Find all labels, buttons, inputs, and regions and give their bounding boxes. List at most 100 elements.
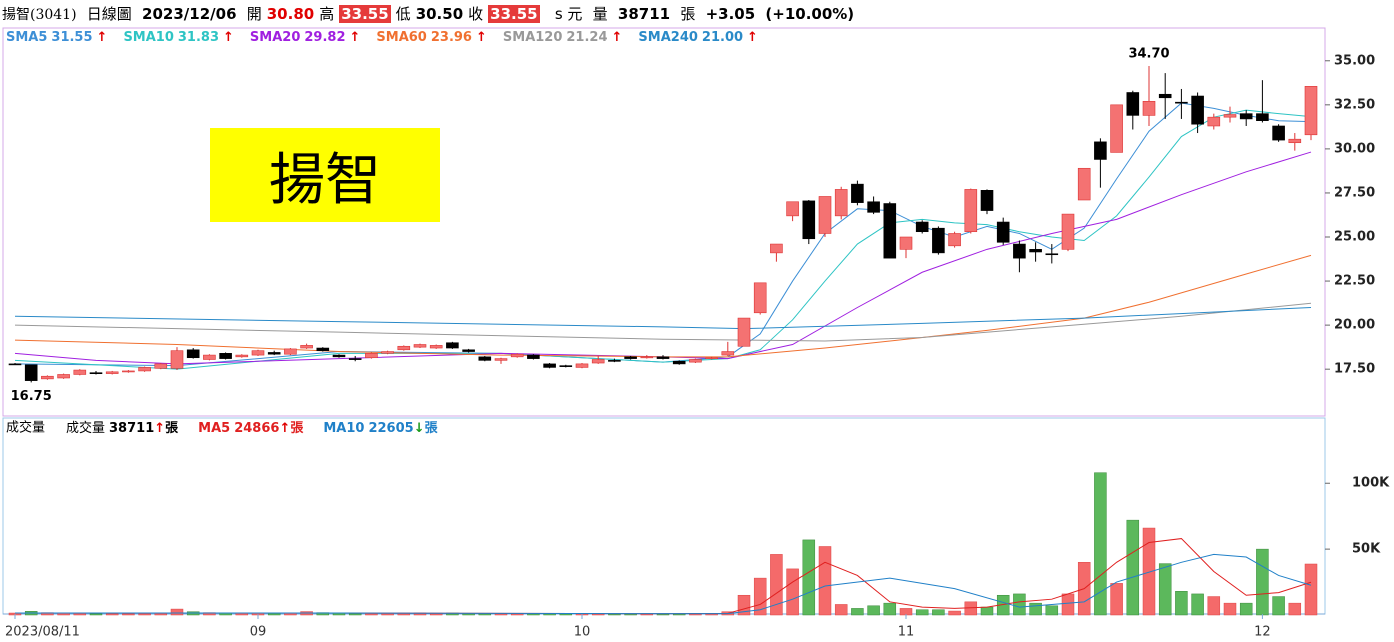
legend-trend: ↑ <box>350 30 361 45</box>
stock-label: 揚智 <box>210 128 440 222</box>
volume-bar <box>170 608 184 616</box>
period[interactable]: 日線圖 <box>86 5 132 23</box>
x-tick-label: 12 <box>1254 625 1271 640</box>
field-value: 30.50 <box>415 5 464 23</box>
candle-body <box>689 359 702 363</box>
volume: 38711 <box>617 5 671 23</box>
candle-body <box>1061 213 1075 250</box>
legend-trend: ↑ <box>154 421 165 436</box>
candle-body <box>462 349 475 352</box>
candle-body <box>737 317 751 347</box>
volume-bar <box>770 554 783 616</box>
candle-body <box>1223 114 1237 118</box>
field-label: 低 <box>395 5 411 23</box>
candle-body <box>413 344 427 348</box>
field-value: 30.80 <box>266 5 315 23</box>
legend-trend: ↑ <box>223 30 234 45</box>
extreme-label: 34.70 <box>1128 47 1169 62</box>
legend-trend: ↑ <box>747 30 758 45</box>
legend-name: SMA5 <box>6 30 47 45</box>
volume-bar <box>883 602 897 616</box>
volume-bar <box>867 605 880 616</box>
x-tick-label: 11 <box>898 625 915 640</box>
legend-legend_value: 31.55 <box>51 30 92 45</box>
legend-entry: SMA240 21.00 ↑ <box>638 30 758 45</box>
candle-body <box>251 350 265 356</box>
volume-bar <box>851 608 864 616</box>
candle-body <box>1175 101 1188 104</box>
candle-body <box>267 352 281 355</box>
candle-body <box>1045 253 1059 256</box>
candle-body <box>559 365 573 367</box>
field-value: 33.55 <box>339 5 391 23</box>
candle-body <box>672 360 686 365</box>
candle-body <box>1029 249 1042 253</box>
candle-body <box>89 372 103 375</box>
legend-entry: SMA120 21.24 ↑ <box>503 30 623 45</box>
candle-body <box>1272 125 1285 141</box>
volume-bar <box>154 613 168 616</box>
legend-trend: ↓ <box>414 421 425 436</box>
legend-legend_value: 38711 <box>109 421 154 436</box>
legend-name: SMA20 <box>250 30 300 45</box>
candle-body <box>543 363 556 368</box>
volume-bar <box>802 539 816 616</box>
candle-body <box>996 221 1010 243</box>
legend-legend_value: 24866 <box>234 421 279 436</box>
legend-legend_value: 22605 <box>368 421 413 436</box>
candle-body <box>1110 104 1123 153</box>
y-tick-label: 32.50 <box>1334 97 1375 112</box>
change-pct: (+10.00%) <box>765 5 855 23</box>
y-tick-label: 20.00 <box>1334 318 1375 333</box>
candle-body <box>122 370 135 373</box>
candle-body <box>219 353 232 359</box>
x-tick-label: 2023/08/11 <box>5 625 80 640</box>
candle-body <box>1077 167 1091 201</box>
candle-body <box>348 358 362 360</box>
volume-label: 量 <box>592 5 608 23</box>
volume-bar <box>105 613 119 616</box>
candle-body <box>705 357 718 360</box>
change: +3.05 <box>705 5 756 23</box>
candle-body <box>721 351 735 356</box>
volume-bar <box>267 613 281 616</box>
legend-name: SMA60 <box>376 30 426 45</box>
volume-unit: 張 <box>680 5 696 23</box>
line <box>15 553 1312 615</box>
volume-bar <box>1126 519 1140 616</box>
volume-bar <box>1045 605 1059 616</box>
price-pane <box>2 27 1326 417</box>
volume-bar <box>1029 602 1042 616</box>
volume-bar <box>1272 596 1285 616</box>
candle-body <box>1288 138 1302 144</box>
volume-bar <box>932 609 945 616</box>
candle-body <box>41 375 54 380</box>
volume-bar <box>494 613 508 616</box>
legend-name: MA10 <box>323 421 364 436</box>
volume-bar <box>1175 591 1188 616</box>
candle-body <box>851 183 864 203</box>
candle-body <box>316 347 330 351</box>
candle-body <box>284 348 297 355</box>
y-tick-label: 27.50 <box>1334 185 1375 200</box>
legend-legend_value: 21.00 <box>702 30 743 45</box>
volume-bar <box>122 613 135 616</box>
candle-body <box>8 363 22 366</box>
legend-name: MA5 <box>198 421 230 436</box>
line <box>14 254 1312 358</box>
candle-body <box>1191 95 1204 125</box>
candle-body <box>1207 116 1221 127</box>
unit: s 元 <box>554 5 583 23</box>
volume-bar <box>138 613 151 616</box>
candle-body <box>867 201 880 213</box>
legend-entry: SMA60 23.96 ↑ <box>376 30 486 45</box>
volume-bar <box>1256 548 1269 616</box>
candle-body <box>365 353 378 359</box>
legend-name: SMA240 <box>638 30 698 45</box>
volume-bar <box>1013 593 1026 616</box>
volume-bar <box>1304 563 1318 616</box>
legend-trend: ↑ <box>612 30 623 45</box>
y-tick-label: 30.00 <box>1334 141 1375 156</box>
volume-bar <box>915 609 929 616</box>
volume-bar <box>1207 596 1221 616</box>
